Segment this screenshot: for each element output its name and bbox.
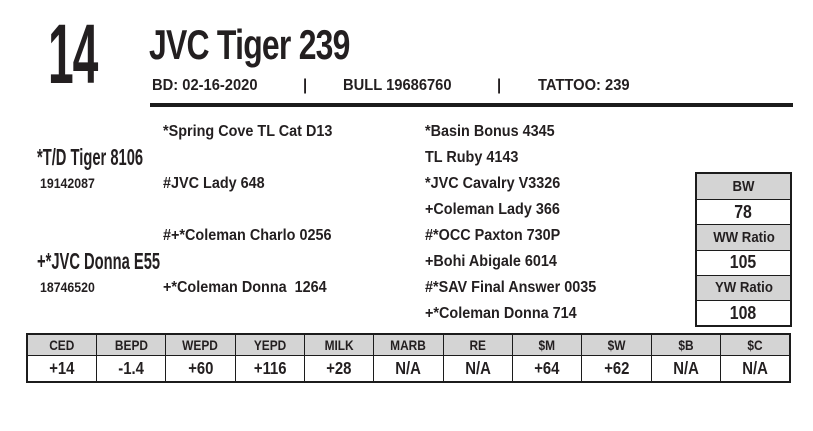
great-grandparent-name: *JVC Cavalry V3326 (425, 175, 561, 192)
epd-value-cell: N/A (373, 354, 444, 383)
header-info-line: BD: 02-16-2020 | BULL 19686760 | TATTOO:… (152, 78, 637, 94)
performance-value-yw-ratio: 108 (697, 299, 790, 326)
epd-value-cell: +60 (165, 354, 236, 383)
epd-header-cell: YEPD (234, 333, 305, 356)
dam-name: +*JVC Donna E55 (37, 248, 161, 274)
epd-header-cell: RE (442, 333, 514, 356)
header-rule (150, 103, 793, 107)
epd-value-cell: +28 (303, 354, 375, 383)
grandparent-name: *Spring Cove TL Cat D13 (163, 123, 333, 140)
registration-number: BULL 19686760 (343, 77, 452, 94)
performance-value-ww-ratio: 105 (697, 249, 790, 275)
great-grandparent-name: TL Ruby 4143 (425, 149, 519, 166)
great-grandparent-name: +Coleman Lady 366 (425, 201, 560, 218)
grandparent-name: #JVC Lady 648 (163, 175, 265, 192)
performance-table: BW 78 WW Ratio 105 YW Ratio 108 (695, 172, 792, 328)
epd-value-cell: +14 (26, 354, 97, 383)
animal-name-title: JVC Tiger 239 (149, 21, 350, 68)
epd-value-cell: -1.4 (95, 354, 167, 383)
epd-header-cell: BEPD (95, 333, 167, 356)
epd-value-cell: +64 (512, 354, 583, 383)
great-grandparent-name: #*SAV Final Answer 0035 (425, 279, 597, 296)
grandparent-name: +*Coleman Donna 1264 (163, 279, 327, 296)
epd-value-row: +14 -1.4 +60 +116 +28 N/A N/A +64 +62 N/… (26, 354, 791, 383)
great-grandparent-name: *Basin Bonus 4345 (425, 123, 555, 140)
epd-table: CED BEPD WEPD YEPD MILK MARB RE $M $W $B… (26, 333, 791, 383)
epd-header-row: CED BEPD WEPD YEPD MILK MARB RE $M $W $B… (26, 333, 791, 356)
performance-header-bw: BW (697, 174, 790, 200)
epd-header-cell: MILK (303, 333, 375, 356)
epd-value-cell: N/A (650, 354, 722, 383)
epd-header-cell: $W (581, 333, 652, 356)
epd-header-cell: WEPD (165, 333, 236, 356)
epd-header-cell: $C (720, 333, 791, 356)
sire-name: *T/D Tiger 8106 (37, 144, 144, 170)
performance-header-yw-ratio: YW Ratio (697, 274, 790, 300)
great-grandparent-name: #*OCC Paxton 730P (425, 227, 561, 244)
performance-value-bw: 78 (697, 199, 790, 225)
epd-header-cell: $B (650, 333, 722, 356)
epd-value-cell: N/A (720, 354, 791, 383)
epd-value-cell: +62 (581, 354, 652, 383)
great-grandparent-name: +*Coleman Donna 714 (425, 305, 577, 322)
epd-header-cell: $M (512, 333, 583, 356)
great-grandparent-name: +Bohi Abigale 6014 (425, 253, 557, 270)
dam-reg-number: 18746520 (40, 279, 95, 295)
grandparent-name: #+*Coleman Charlo 0256 (163, 227, 332, 244)
sire-reg-number: 19142087 (40, 175, 95, 191)
epd-value-cell: N/A (442, 354, 514, 383)
divider-bar: | (497, 77, 502, 94)
epd-header-cell: MARB (373, 333, 444, 356)
birth-date: BD: 02-16-2020 (152, 77, 258, 94)
epd-value-cell: +116 (234, 354, 305, 383)
epd-header-cell: CED (26, 333, 97, 356)
divider-bar: | (302, 77, 307, 94)
tattoo-number: TATTOO: 239 (537, 77, 630, 94)
lot-number: 14 (48, 7, 98, 101)
performance-header-ww-ratio: WW Ratio (697, 224, 790, 250)
